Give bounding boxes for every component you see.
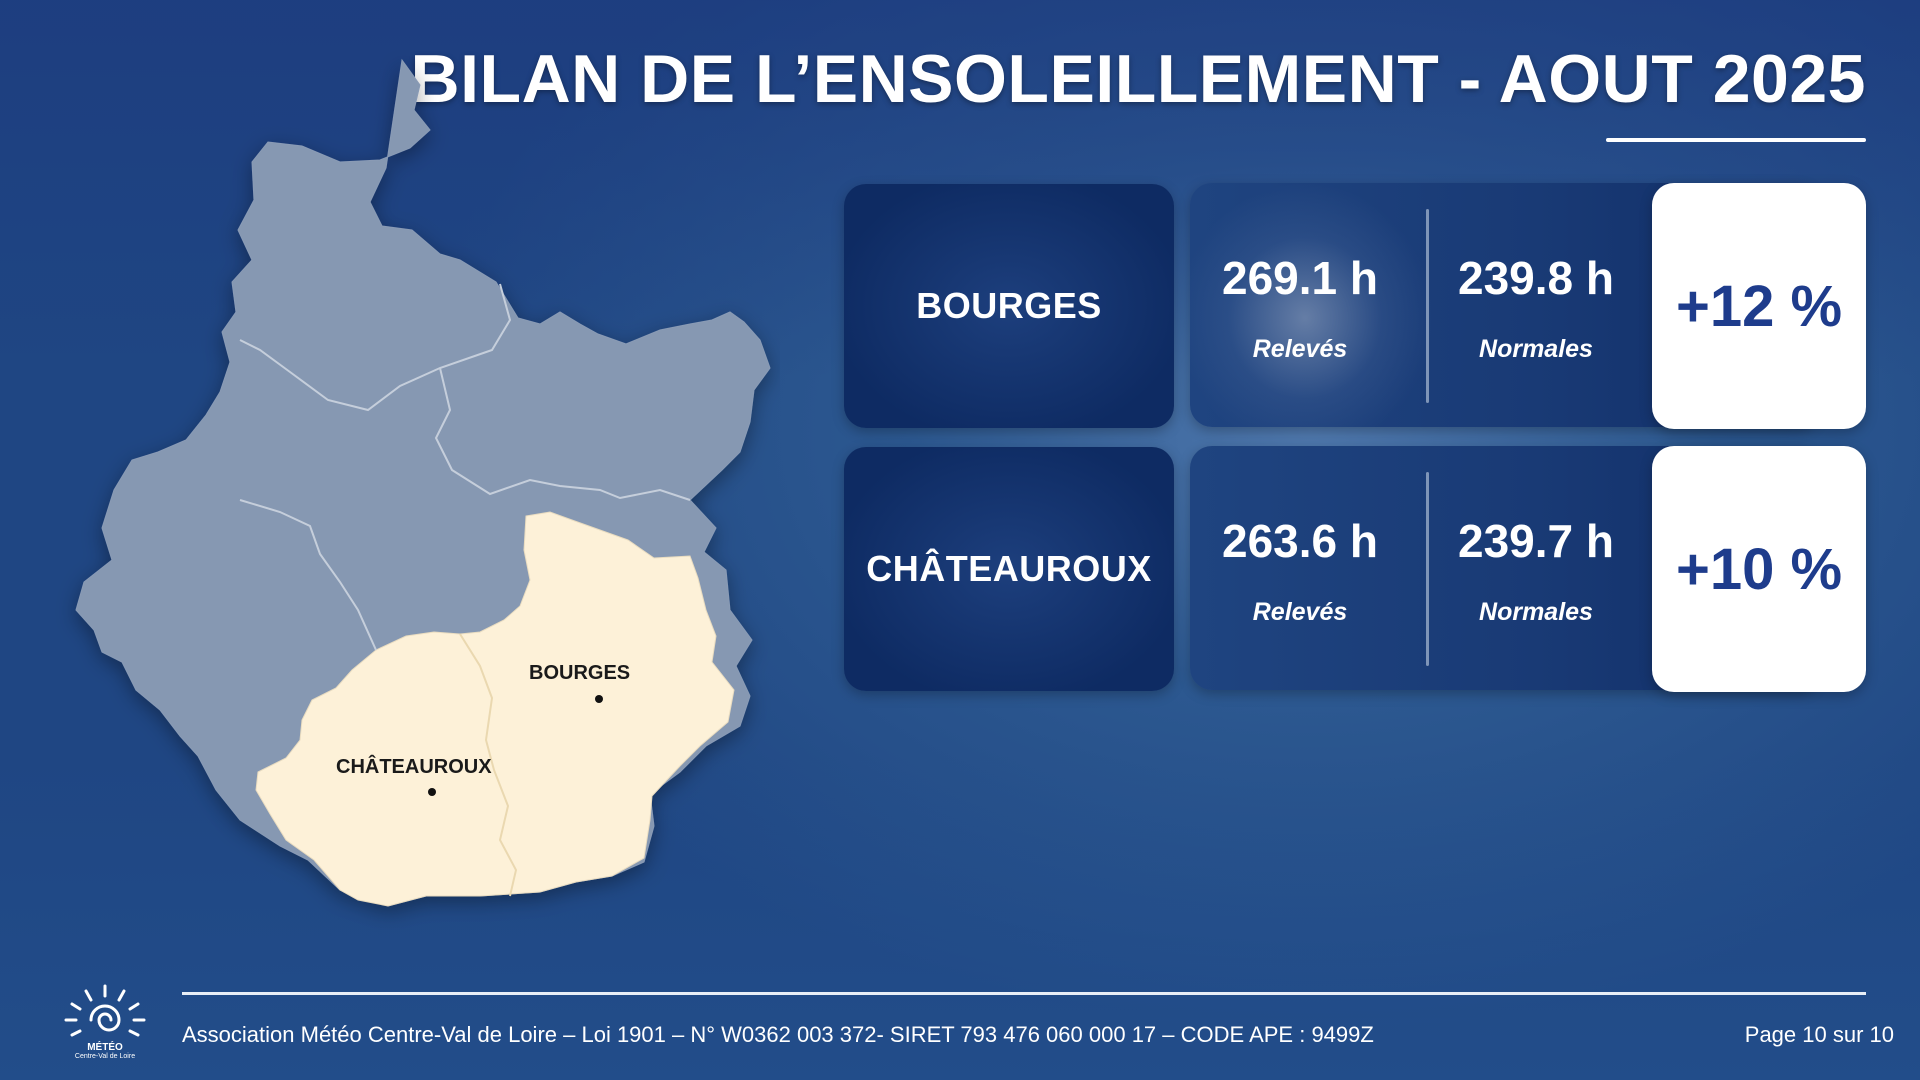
page-number: Page 10 sur 10 xyxy=(1744,1022,1894,1047)
map-dot-bourges xyxy=(595,695,603,703)
city-name: BOURGES xyxy=(916,285,1102,326)
releves-value: 269.1 h Relevés xyxy=(1222,252,1378,363)
map-label-bourges: BOURGES xyxy=(529,662,631,684)
highlight-departments xyxy=(255,511,735,907)
city-name: CHÂTEAUROUX xyxy=(866,548,1152,589)
divider xyxy=(1426,209,1429,403)
region-map xyxy=(75,58,771,907)
title-underline xyxy=(1606,138,1866,142)
logo-name: MÉTÉO xyxy=(87,1042,123,1053)
page-title: BILAN DE L’ENSOLEILLEMENT - AOUT 2025 xyxy=(410,41,1866,117)
map-label-chateauroux: CHÂTEAUROUX xyxy=(336,756,492,778)
releves-value: 263.6 h Relevés xyxy=(1222,515,1378,626)
divider xyxy=(1426,472,1429,666)
footer-legal-text: Association Météo Centre-Val de Loire – … xyxy=(182,1022,1374,1047)
footer-divider xyxy=(182,992,1866,995)
ecart-card-chateauroux: +10 % xyxy=(1652,446,1866,692)
ecart-value: +12 % xyxy=(1675,273,1843,339)
logo-subtitle: Centre-Val de Loire xyxy=(74,1053,136,1060)
meteo-logo-icon xyxy=(64,984,146,1037)
ecart-card-bourges: +12 % xyxy=(1652,183,1866,429)
city-card-bourges: BOURGES xyxy=(844,184,1174,428)
normales-value: 239.8 h Normales xyxy=(1458,252,1614,363)
ecart-value: +10 % xyxy=(1675,536,1843,602)
city-card-chateauroux: CHÂTEAUROUX xyxy=(844,447,1174,691)
normales-value: 239.7 h Normales xyxy=(1458,515,1614,626)
map-dot-chateauroux xyxy=(428,788,436,796)
